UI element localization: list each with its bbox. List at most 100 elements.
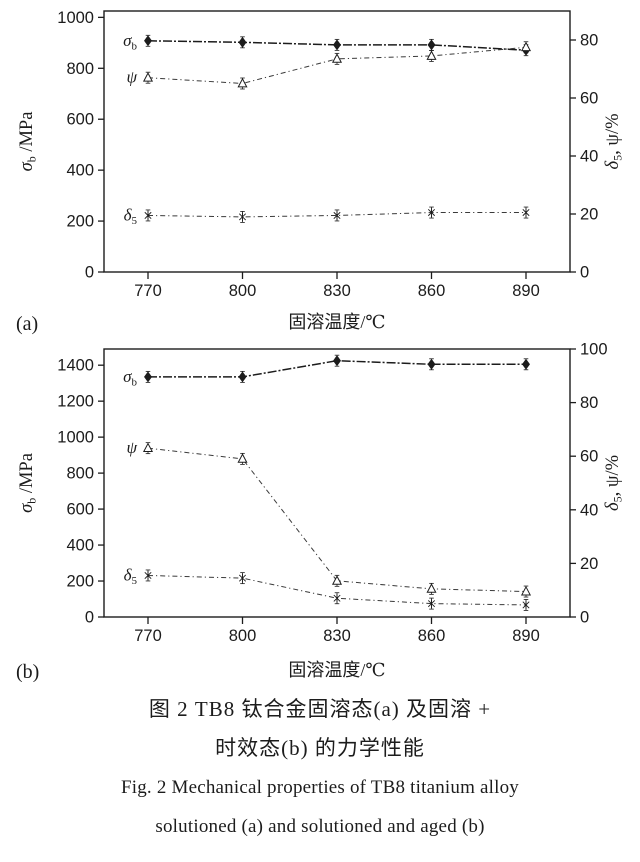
series-σb-line xyxy=(148,359,526,378)
asterisk-marker xyxy=(333,211,341,220)
triangle-marker xyxy=(520,41,532,52)
y-axis-left-title: σb /MPa xyxy=(17,453,39,513)
svg-text:400: 400 xyxy=(66,162,94,180)
svg-text:200: 200 xyxy=(66,213,94,231)
series-σb: σb xyxy=(123,31,530,57)
svg-text:0: 0 xyxy=(580,609,589,627)
series-δ5-label: δ5 xyxy=(124,205,138,227)
svg-text:20: 20 xyxy=(580,206,598,224)
svg-text:400: 400 xyxy=(66,537,94,555)
asterisk-marker xyxy=(427,599,436,608)
series-ψ-line xyxy=(147,447,527,593)
svg-text:1200: 1200 xyxy=(57,393,94,411)
asterisk-marker xyxy=(238,573,247,583)
series-σb-line xyxy=(147,40,527,51)
panel-label-b: (b) xyxy=(16,661,39,682)
svg-text:800: 800 xyxy=(229,627,257,645)
triangle-marker xyxy=(237,77,248,88)
axis-tick-labels: 0 200 400 600 800 1000 0 20 40 60 80 770 800 830 860 89… xyxy=(57,9,598,300)
svg-text:800: 800 xyxy=(66,60,94,78)
series-σb: σb xyxy=(123,354,530,389)
svg-text:100: 100 xyxy=(580,341,608,359)
y-axis-right-title: δ5, ψ/% xyxy=(603,114,625,170)
asterisk-marker xyxy=(427,208,436,217)
series-δ5: δ5 xyxy=(124,205,530,227)
triangle-marker xyxy=(237,453,248,463)
triangle-marker xyxy=(331,575,343,585)
svg-text:0: 0 xyxy=(85,264,94,282)
triangle-marker xyxy=(142,442,154,453)
svg-text:600: 600 xyxy=(66,501,94,519)
svg-text:20: 20 xyxy=(580,555,598,573)
caption-en-line2: solutioned (a) and solutioned and aged (… xyxy=(155,816,485,837)
diamond-marker xyxy=(238,371,247,383)
x-axis-title: 固溶温度/℃ xyxy=(288,660,385,680)
panel-label-a: (a) xyxy=(16,313,38,335)
svg-text:200: 200 xyxy=(66,573,94,591)
diamond-marker xyxy=(238,36,247,48)
asterisk-marker xyxy=(522,600,530,610)
svg-text:770: 770 xyxy=(134,627,162,645)
triangle-marker xyxy=(331,53,343,63)
svg-text:0: 0 xyxy=(580,264,589,282)
caption-zh-line2: 时效态(b) 的力学性能 xyxy=(215,736,425,760)
svg-text:860: 860 xyxy=(418,282,446,300)
triangle-marker xyxy=(426,50,437,60)
caption-zh-line1: 图 2 TB8 钛合金固溶态(a) 及固溶 + xyxy=(148,697,492,721)
asterisk-marker xyxy=(333,593,341,603)
svg-text:1000: 1000 xyxy=(57,429,94,447)
x-axis-title: 固溶温度/℃ xyxy=(288,312,385,332)
svg-text:40: 40 xyxy=(580,501,598,519)
series-δ5: δ5 xyxy=(124,565,530,611)
series-σb-label: σb xyxy=(123,367,137,389)
caption-en-line1: Fig. 2 Mechanical properties of TB8 tita… xyxy=(120,777,519,798)
svg-text:770: 770 xyxy=(134,282,162,300)
svg-text:1400: 1400 xyxy=(57,357,94,375)
svg-text:860: 860 xyxy=(418,627,446,645)
series-ψ: ψ xyxy=(126,438,532,598)
diamond-marker xyxy=(522,358,530,370)
triangle-marker xyxy=(426,583,437,593)
y-axis-left-title: σb /MPa xyxy=(17,112,39,172)
axis-ticks xyxy=(98,16,576,279)
diamond-marker xyxy=(144,371,152,383)
series-ψ: ψ xyxy=(126,41,532,90)
series-δ5-line xyxy=(147,212,526,218)
series-σb-label: σb xyxy=(123,31,137,53)
svg-text:800: 800 xyxy=(229,282,257,300)
svg-text:60: 60 xyxy=(580,448,598,466)
svg-text:80: 80 xyxy=(580,32,598,50)
svg-text:80: 80 xyxy=(580,394,598,412)
series-ψ-label: ψ xyxy=(126,68,137,87)
axis-tick-labels: 0 200 400 600 800 1000 1200 1400 0 20 40 60 80 100 770… xyxy=(57,341,607,646)
svg-text:830: 830 xyxy=(323,627,351,645)
svg-text:40: 40 xyxy=(580,148,598,166)
svg-text:800: 800 xyxy=(66,465,94,483)
chart-panel-b: 0 200 400 600 800 1000 1200 1400 0 20 40 60 80 100 770… xyxy=(16,341,625,683)
triangle-marker xyxy=(520,585,532,596)
y-axis-right-title: δ5, ψ/% xyxy=(603,455,625,511)
svg-text:830: 830 xyxy=(323,282,351,300)
figure-caption: 图 2 TB8 钛合金固溶态(a) 及固溶 + 时效态(b) 的力学性能 Fig… xyxy=(0,690,640,846)
svg-text:1000: 1000 xyxy=(57,9,94,27)
svg-text:600: 600 xyxy=(66,111,94,129)
series-ψ-label: ψ xyxy=(126,438,137,457)
asterisk-marker xyxy=(144,211,152,220)
svg-text:0: 0 xyxy=(85,609,94,627)
diamond-marker xyxy=(333,39,341,51)
triangle-marker xyxy=(142,72,154,82)
asterisk-marker xyxy=(238,212,247,222)
svg-text:890: 890 xyxy=(512,627,540,645)
chart-panel-a: 0 200 400 600 800 1000 0 20 40 60 80 770 800 830 860 89… xyxy=(16,9,625,335)
asterisk-marker xyxy=(144,571,152,580)
diamond-marker xyxy=(333,355,341,367)
series-ψ-line xyxy=(147,46,527,85)
svg-text:890: 890 xyxy=(512,282,540,300)
svg-text:60: 60 xyxy=(580,90,598,108)
diamond-marker xyxy=(427,358,436,370)
diamond-marker xyxy=(427,39,436,51)
asterisk-marker xyxy=(522,208,530,217)
series-δ5-label: δ5 xyxy=(124,565,138,587)
diamond-marker xyxy=(144,35,152,47)
